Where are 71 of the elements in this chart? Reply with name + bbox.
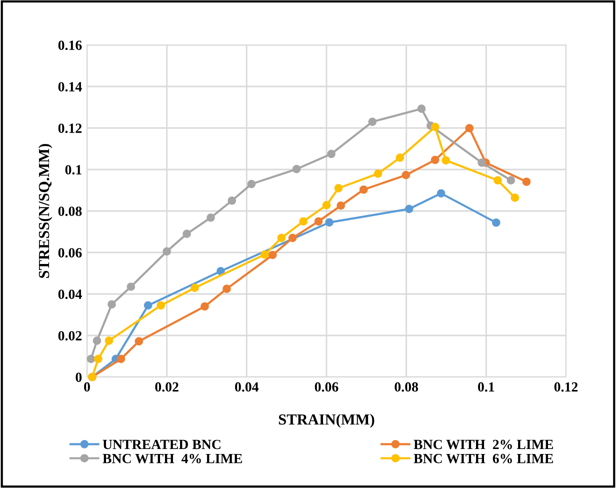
point — [108, 300, 116, 309]
point — [162, 247, 171, 256]
x-tick-label: 0.12 — [554, 382, 578, 392]
x-tick-label: 0.04 — [235, 382, 259, 392]
point — [156, 301, 166, 310]
point — [368, 118, 377, 126]
point — [228, 196, 236, 205]
x-tick-label: 0 — [84, 382, 90, 392]
point — [465, 124, 474, 132]
point — [134, 337, 144, 346]
point — [200, 302, 209, 311]
x-tick-label: 0.08 — [394, 382, 418, 392]
legend-label: BNC WITH 6% LIME — [414, 454, 554, 464]
point — [430, 156, 440, 164]
point — [336, 201, 346, 210]
point — [216, 267, 225, 276]
y-tick-label: 0.14 — [58, 82, 82, 92]
point — [288, 234, 297, 242]
point — [374, 169, 382, 178]
legend-label: BNC WITH 4% LIME — [102, 454, 242, 464]
point — [277, 234, 286, 242]
point — [334, 184, 343, 192]
point — [494, 176, 502, 184]
y-tick-label: 0.12 — [58, 124, 82, 134]
point — [478, 158, 486, 167]
point — [299, 217, 308, 226]
point — [430, 122, 440, 132]
y-tick-label: 0.04 — [58, 290, 82, 300]
y-tick-label: 0.1 — [65, 165, 82, 175]
point — [182, 230, 191, 238]
x-tick-label: 0.02 — [155, 382, 178, 392]
point — [522, 178, 531, 186]
point — [268, 250, 277, 260]
point — [322, 201, 331, 210]
point — [92, 336, 102, 345]
x-axis-title: STRAIN(MM) — [278, 414, 374, 428]
point — [126, 282, 136, 291]
point — [86, 354, 96, 364]
point — [327, 150, 336, 158]
y-tick-label: 0.02 — [58, 331, 82, 341]
x-tick-label: 0.1 — [478, 382, 494, 392]
point — [314, 217, 323, 226]
legend-label: UNTREATED BNC — [102, 440, 220, 450]
point — [104, 336, 114, 345]
point — [510, 194, 520, 202]
point — [190, 284, 199, 292]
y-tick-label: 0.06 — [58, 248, 82, 258]
point — [506, 176, 516, 184]
point — [442, 156, 450, 165]
point — [404, 204, 414, 214]
y-tick-label: 0 — [76, 372, 82, 382]
point — [116, 354, 126, 364]
point — [292, 164, 301, 174]
point — [94, 354, 102, 364]
point — [396, 154, 404, 162]
point — [402, 170, 410, 180]
point — [247, 180, 256, 188]
y-axis-title: STRESS(N/SQ.MM) — [38, 144, 52, 278]
point — [206, 213, 215, 222]
y-tick-label: 0.08 — [58, 206, 82, 216]
x-tick-label: 0.06 — [314, 382, 338, 392]
point — [325, 218, 334, 227]
point — [436, 189, 446, 198]
y-tick-label: 0.16 — [58, 40, 82, 50]
point — [359, 185, 368, 194]
point — [260, 250, 269, 259]
legend-label: BNC WITH 2% LIME — [414, 440, 554, 450]
point — [417, 104, 426, 113]
point — [492, 218, 500, 227]
point — [222, 284, 231, 293]
point — [144, 301, 152, 310]
